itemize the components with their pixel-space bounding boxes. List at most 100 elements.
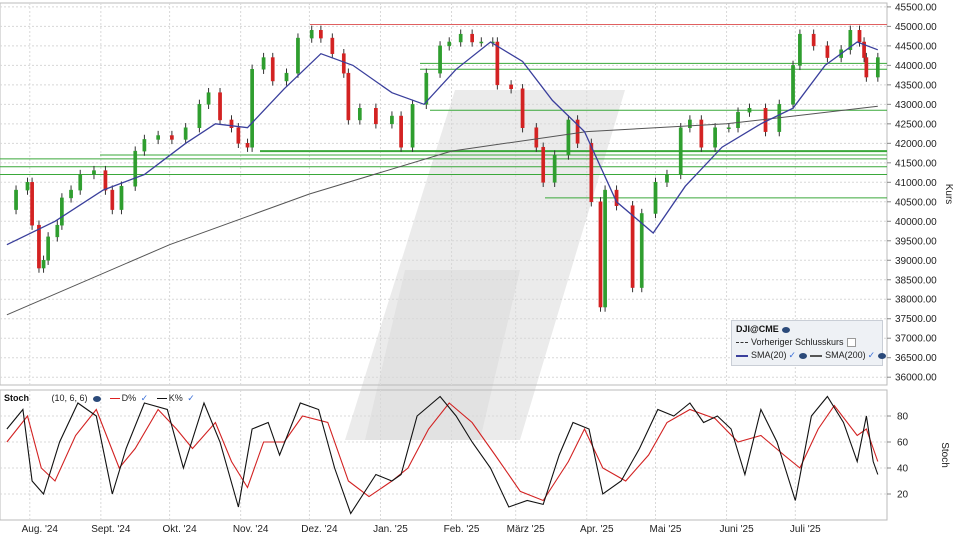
eye-icon[interactable] bbox=[781, 326, 790, 333]
dash-swatch bbox=[736, 342, 748, 344]
y-tick-label: 38000.00 bbox=[895, 295, 937, 306]
candle-body bbox=[170, 135, 174, 140]
candle-body bbox=[509, 84, 513, 90]
candle-body bbox=[250, 69, 254, 148]
candle-body bbox=[566, 119, 571, 156]
stoch-tick-label: 40 bbox=[897, 464, 909, 475]
candle-body bbox=[78, 174, 83, 191]
candle-body bbox=[798, 33, 802, 66]
stoch-d-line bbox=[6, 402, 879, 502]
candle-body bbox=[791, 65, 795, 105]
y-tick-label: 44500.00 bbox=[895, 41, 937, 52]
candle-body bbox=[30, 182, 34, 226]
sma20-line bbox=[6, 41, 879, 246]
candle-body bbox=[390, 115, 394, 125]
candle-body bbox=[541, 146, 546, 183]
candle-body bbox=[534, 127, 539, 148]
candle-body bbox=[197, 104, 202, 128]
candle-body bbox=[598, 201, 603, 308]
y-tick-label: 43500.00 bbox=[895, 80, 937, 91]
x-tick-label: Jan. '25 bbox=[373, 524, 408, 535]
legend-prev-close-label: Vorheriger Schlusskurs bbox=[751, 337, 844, 347]
candle-body bbox=[330, 37, 335, 54]
check-icon[interactable]: ✓ bbox=[187, 393, 195, 403]
y-tick-label: 40000.00 bbox=[895, 217, 937, 228]
candle-body bbox=[653, 182, 658, 214]
candle-body bbox=[69, 189, 73, 199]
y-tick-label: 39000.00 bbox=[895, 256, 937, 267]
y-tick-label: 41000.00 bbox=[895, 178, 937, 189]
stoch-k-label: K% bbox=[168, 393, 183, 403]
stoch-tick-label: 60 bbox=[897, 438, 909, 449]
y-tick-label: 38500.00 bbox=[895, 275, 937, 286]
stoch-tick-label: 80 bbox=[897, 412, 909, 423]
legend-title: DJI@CME bbox=[736, 324, 779, 334]
stoch-legend: Stoch (10, 6, 6) D% ✓ K% ✓ bbox=[4, 393, 195, 405]
legend-title-row: DJI@CME bbox=[736, 324, 790, 334]
candle-body bbox=[55, 224, 60, 238]
candle-body bbox=[309, 30, 314, 39]
y-tick-label: 42500.00 bbox=[895, 119, 937, 130]
candle-body bbox=[25, 182, 30, 191]
candle-body bbox=[763, 107, 768, 132]
watermark-shape bbox=[365, 270, 520, 440]
check-icon[interactable]: ✓ bbox=[788, 350, 797, 360]
legend-prev-close: Vorheriger Schlusskurs bbox=[736, 337, 856, 348]
candle-body bbox=[206, 92, 211, 105]
y-tick-label: 42000.00 bbox=[895, 139, 937, 150]
candle-body bbox=[862, 41, 866, 58]
candle-body bbox=[848, 30, 853, 51]
candle-body bbox=[103, 170, 108, 191]
candle-body bbox=[236, 127, 241, 144]
candle-body bbox=[183, 127, 188, 140]
check-icon[interactable]: ✓ bbox=[867, 350, 876, 360]
eye-icon[interactable] bbox=[878, 352, 887, 359]
stoch-axis-label: Stoch bbox=[939, 442, 950, 468]
y-tick-label: 45500.00 bbox=[895, 2, 937, 13]
candle-body bbox=[447, 41, 452, 47]
stoch-tick-label: 20 bbox=[897, 490, 909, 501]
candle-body bbox=[410, 104, 415, 148]
candle-body bbox=[41, 260, 46, 269]
checkbox[interactable] bbox=[846, 338, 856, 348]
eye-icon[interactable] bbox=[93, 395, 102, 402]
candle-body bbox=[374, 107, 378, 125]
check-icon[interactable]: ✓ bbox=[140, 393, 149, 403]
d-line-swatch bbox=[109, 398, 120, 400]
candle-body bbox=[245, 143, 250, 148]
candle-body bbox=[399, 115, 403, 148]
y-tick-label: 43000.00 bbox=[895, 100, 937, 111]
x-tick-label: Juni '25 bbox=[719, 524, 754, 535]
candle-body bbox=[552, 154, 557, 183]
x-tick-label: Nov. '24 bbox=[233, 524, 269, 535]
candle-body bbox=[811, 33, 816, 47]
candle-body bbox=[142, 139, 147, 152]
candle-body bbox=[864, 57, 869, 78]
candle-body bbox=[341, 53, 346, 74]
stoch-legend-params: (10, 6, 6) bbox=[51, 393, 88, 403]
x-tick-label: Aug. '24 bbox=[22, 524, 59, 535]
y-tick-label: 37000.00 bbox=[895, 334, 937, 345]
eye-icon[interactable] bbox=[799, 352, 808, 359]
stoch-d-label: D% bbox=[121, 393, 137, 403]
candle-body bbox=[630, 205, 635, 288]
candle-body bbox=[736, 111, 740, 128]
x-tick-label: Feb. '25 bbox=[444, 524, 480, 535]
candle-body bbox=[747, 107, 752, 113]
candle-body bbox=[357, 107, 362, 121]
x-tick-label: Okt. '24 bbox=[163, 524, 198, 535]
stoch-panel-frame bbox=[0, 389, 888, 521]
candle-body bbox=[857, 30, 862, 43]
price-legend: DJI@CME Vorheriger Schlusskurs SMA(20) ✓ S… bbox=[731, 320, 887, 366]
stoch-k-line bbox=[6, 395, 879, 515]
stoch-legend-title: Stoch bbox=[4, 393, 30, 403]
legend-sma200-label: SMA(200) bbox=[825, 350, 866, 360]
y-tick-label: 37500.00 bbox=[895, 314, 937, 325]
x-tick-label: Mai '25 bbox=[650, 524, 682, 535]
candle-body bbox=[825, 45, 830, 58]
candle-body bbox=[270, 57, 275, 82]
candle-body bbox=[218, 92, 222, 121]
candle-body bbox=[727, 127, 731, 129]
